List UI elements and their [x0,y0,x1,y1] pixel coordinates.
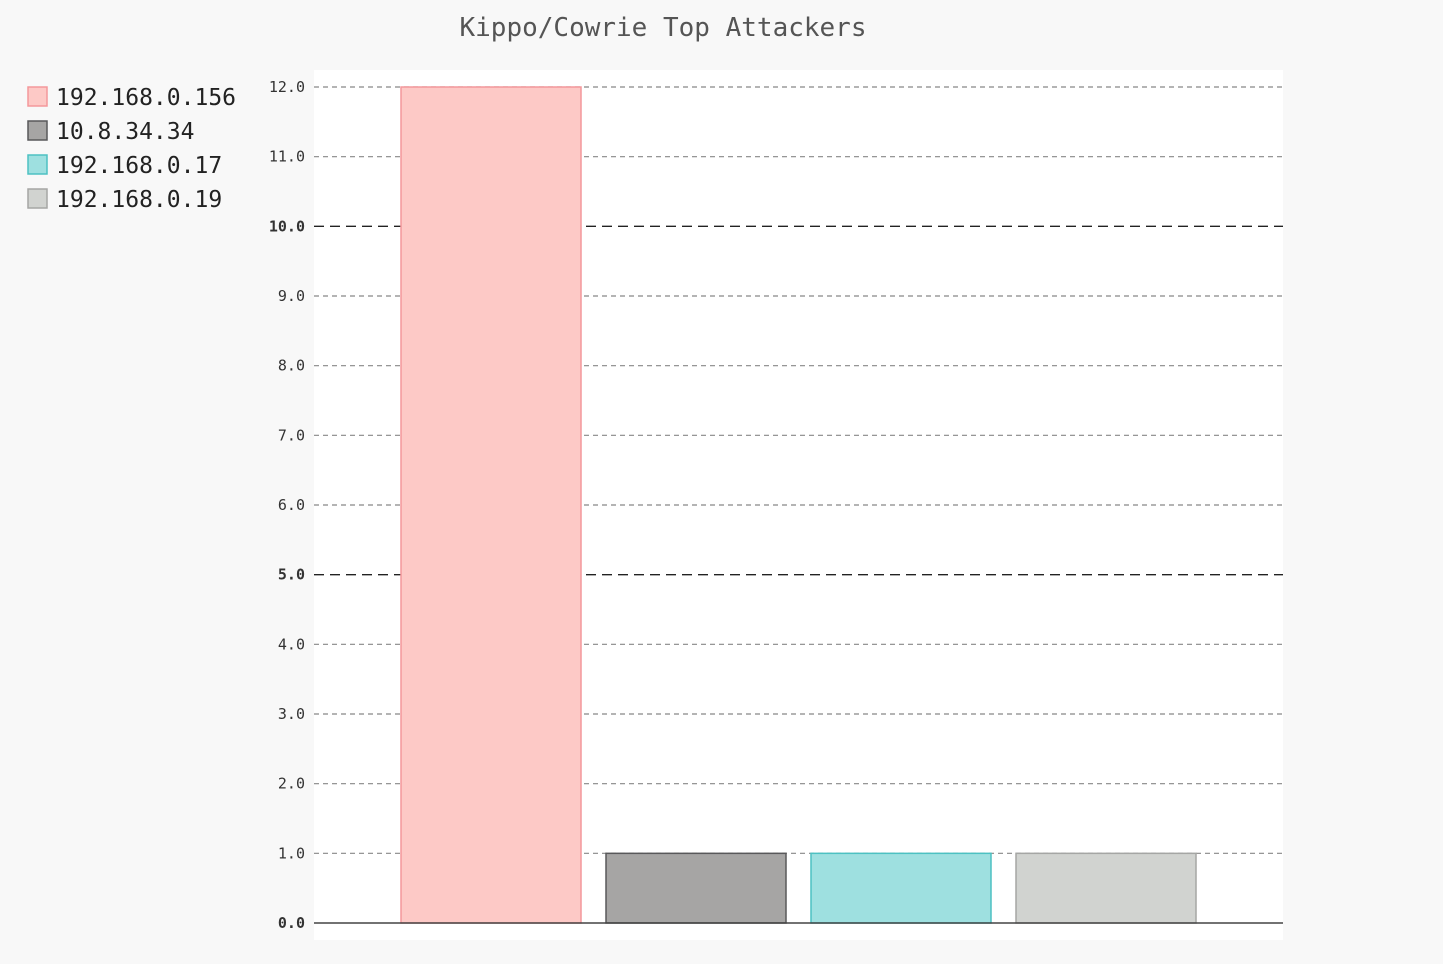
y-tick-label: 11.0 [269,148,305,166]
y-axis-ticks: 0.0 1.0 2.0 3.0 4.0 5.0 6.0 7.0 8.0 9.0 10.0 11.0 12… [269,78,305,932]
legend-item: 192.168.0.17 [27,153,222,179]
y-tick-label: 6.0 [278,496,305,514]
y-tick-label: 12.0 [269,78,305,96]
bars [400,86,1197,924]
y-tick-label: 3.0 [278,705,305,723]
chart-title: Kippo/Cowrie Top Attackers [460,13,867,43]
legend-item: 192.168.0.156 [27,85,236,111]
legend-label: 192.168.0.17 [56,153,222,179]
y-tick-label: 8.0 [278,357,305,375]
legend-item: 10.8.34.34 [27,119,194,145]
legend-swatch [27,154,48,175]
legend-label: 192.168.0.19 [56,187,222,213]
legend-label: 192.168.0.156 [56,85,236,111]
legend-swatch [27,188,48,209]
bar [605,852,787,924]
y-tick-label: 10.0 [269,217,305,235]
legend-swatch [27,86,48,107]
y-tick-label: 4.0 [278,635,305,653]
y-tick-label: 1.0 [278,844,305,862]
y-tick-label: 7.0 [278,426,305,444]
legend-label: 10.8.34.34 [56,119,194,145]
bar [1015,852,1197,924]
legend: 192.168.0.156 10.8.34.34 192.168.0.17 192.1… [27,85,236,213]
y-tick-label: 2.0 [278,775,305,793]
y-tick-label: 9.0 [278,287,305,305]
y-tick-label: 0.0 [278,914,305,932]
bar [400,86,582,924]
y-tick-label: 5.0 [278,566,305,584]
legend-item: 192.168.0.19 [27,187,222,213]
bar [810,852,992,924]
legend-swatch [27,120,48,141]
